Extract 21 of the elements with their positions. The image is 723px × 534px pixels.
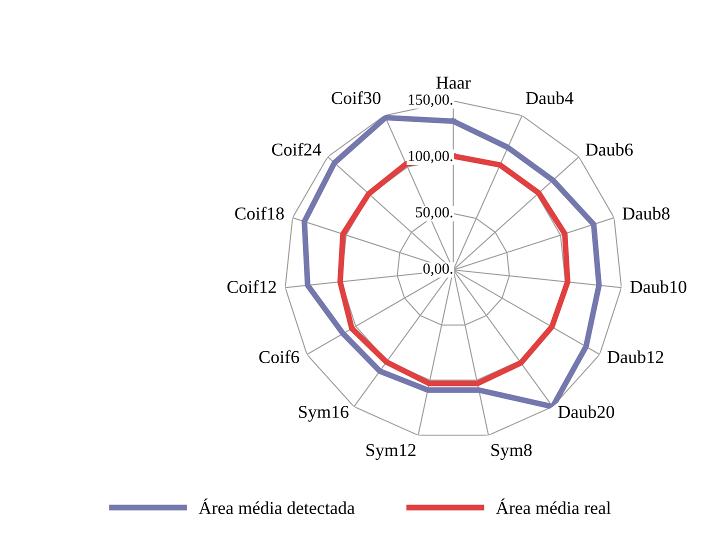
spoke-label: Daub20 bbox=[558, 405, 614, 418]
y-tick-label: 50,00. bbox=[416, 207, 452, 220]
spoke-label: Coif30 bbox=[332, 91, 380, 104]
spoke-label: Coif24 bbox=[272, 142, 322, 156]
spoke-label: Coif12 bbox=[227, 280, 276, 294]
spoke-label: Daub6 bbox=[586, 143, 633, 156]
legend-label: Área média real bbox=[496, 498, 611, 514]
y-tick-label: 0,00. bbox=[423, 263, 452, 276]
y-tick-label: 150,00. bbox=[408, 94, 452, 107]
spoke-label: Coif6 bbox=[259, 350, 300, 364]
spoke-label: Haar bbox=[436, 76, 471, 89]
spoke-label: Daub10 bbox=[630, 280, 686, 294]
spoke-label: Coif18 bbox=[235, 206, 284, 220]
spoke-label: Sym12 bbox=[366, 444, 416, 460]
spoke-label: Daub8 bbox=[622, 206, 670, 220]
spoke-label: Sym16 bbox=[299, 406, 348, 422]
y-tick-label: 100,00. bbox=[408, 150, 452, 164]
spoke-label: Daub4 bbox=[526, 91, 574, 104]
spoke-label: Sym8 bbox=[491, 444, 532, 460]
legend-label: Área média detectada bbox=[198, 498, 355, 514]
spoke-label: Daub12 bbox=[608, 350, 664, 364]
